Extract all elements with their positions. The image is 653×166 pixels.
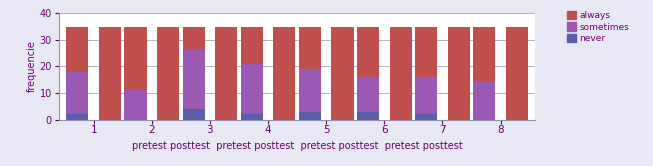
- Bar: [390, 27, 411, 120]
- Bar: [357, 77, 379, 112]
- Bar: [415, 77, 438, 114]
- Bar: [67, 114, 88, 120]
- Bar: [183, 27, 204, 50]
- Bar: [448, 27, 470, 120]
- Bar: [241, 64, 263, 114]
- Bar: [299, 27, 321, 69]
- Bar: [415, 27, 438, 77]
- Bar: [125, 27, 146, 90]
- Bar: [332, 27, 353, 120]
- Bar: [506, 27, 528, 120]
- Bar: [357, 112, 379, 120]
- Bar: [473, 82, 496, 120]
- Bar: [299, 69, 321, 112]
- Bar: [125, 90, 146, 120]
- Bar: [183, 50, 204, 109]
- Legend: always, sometimes, never: always, sometimes, never: [565, 9, 631, 45]
- Bar: [473, 27, 496, 82]
- Bar: [299, 112, 321, 120]
- Bar: [274, 27, 295, 120]
- Bar: [67, 72, 88, 114]
- Bar: [99, 27, 121, 120]
- X-axis label: pretest posttest  pretest posttest  pretest posttest  pretest posttest: pretest posttest pretest posttest pretes…: [132, 141, 462, 151]
- Bar: [67, 27, 88, 72]
- Y-axis label: frequencie: frequencie: [27, 41, 37, 92]
- Bar: [157, 27, 179, 120]
- Bar: [183, 109, 204, 120]
- Bar: [241, 114, 263, 120]
- Bar: [215, 27, 237, 120]
- Bar: [357, 27, 379, 77]
- Bar: [241, 27, 263, 64]
- Bar: [415, 114, 438, 120]
